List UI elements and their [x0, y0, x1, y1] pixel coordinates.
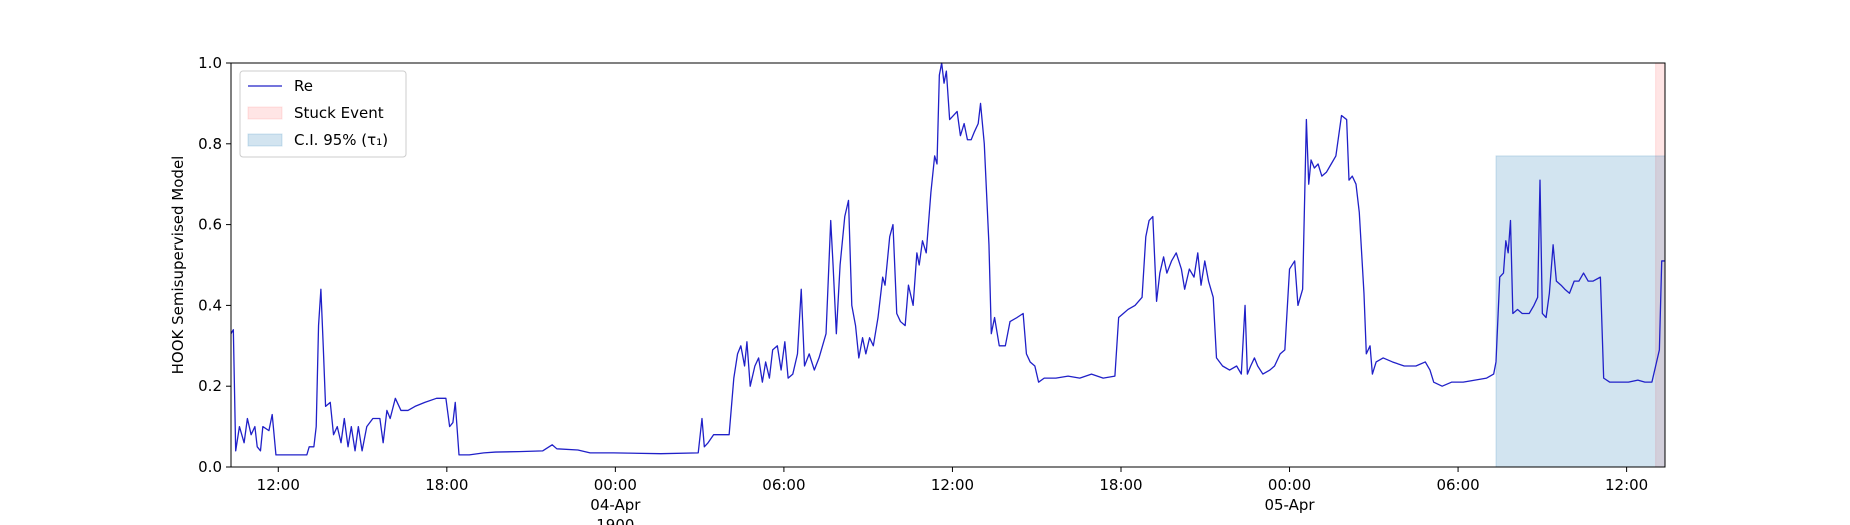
legend-label: C.I. 95% (τ₁): [294, 131, 388, 149]
legend-box: [239, 70, 407, 158]
y-axis-label: HOOK Semisupervised Model: [169, 156, 187, 375]
y-tick-label: 1.0: [198, 54, 222, 72]
x-tick-label: 18:00: [425, 476, 468, 494]
x-tick-label: 18:00: [1099, 476, 1142, 494]
legend-swatch: [247, 106, 283, 120]
x-tick-label: 00:00 04-Apr 1900: [590, 476, 641, 525]
x-tick-label: 06:00: [762, 476, 805, 494]
y-tick-label: 0.0: [198, 458, 222, 476]
legend-label: Re: [294, 77, 313, 95]
x-tick-label: 00:00 05-Apr: [1264, 476, 1315, 514]
data-line: [230, 62, 1665, 456]
y-tick-label: 0.2: [198, 377, 222, 395]
plot-frame: [230, 62, 1666, 468]
x-tick-label: 12:00: [1605, 476, 1648, 494]
x-tick-label: 12:00: [257, 476, 300, 494]
y-tick-label: 0.6: [198, 216, 222, 234]
span: [1495, 155, 1666, 468]
y-tick-label: 0.8: [198, 135, 222, 153]
legend-swatch: [247, 133, 283, 147]
y-tick-label: 0.4: [198, 296, 222, 314]
legend-label: Stuck Event: [294, 104, 384, 122]
x-tick-label: 06:00: [1436, 476, 1479, 494]
x-tick-label: 12:00: [931, 476, 974, 494]
